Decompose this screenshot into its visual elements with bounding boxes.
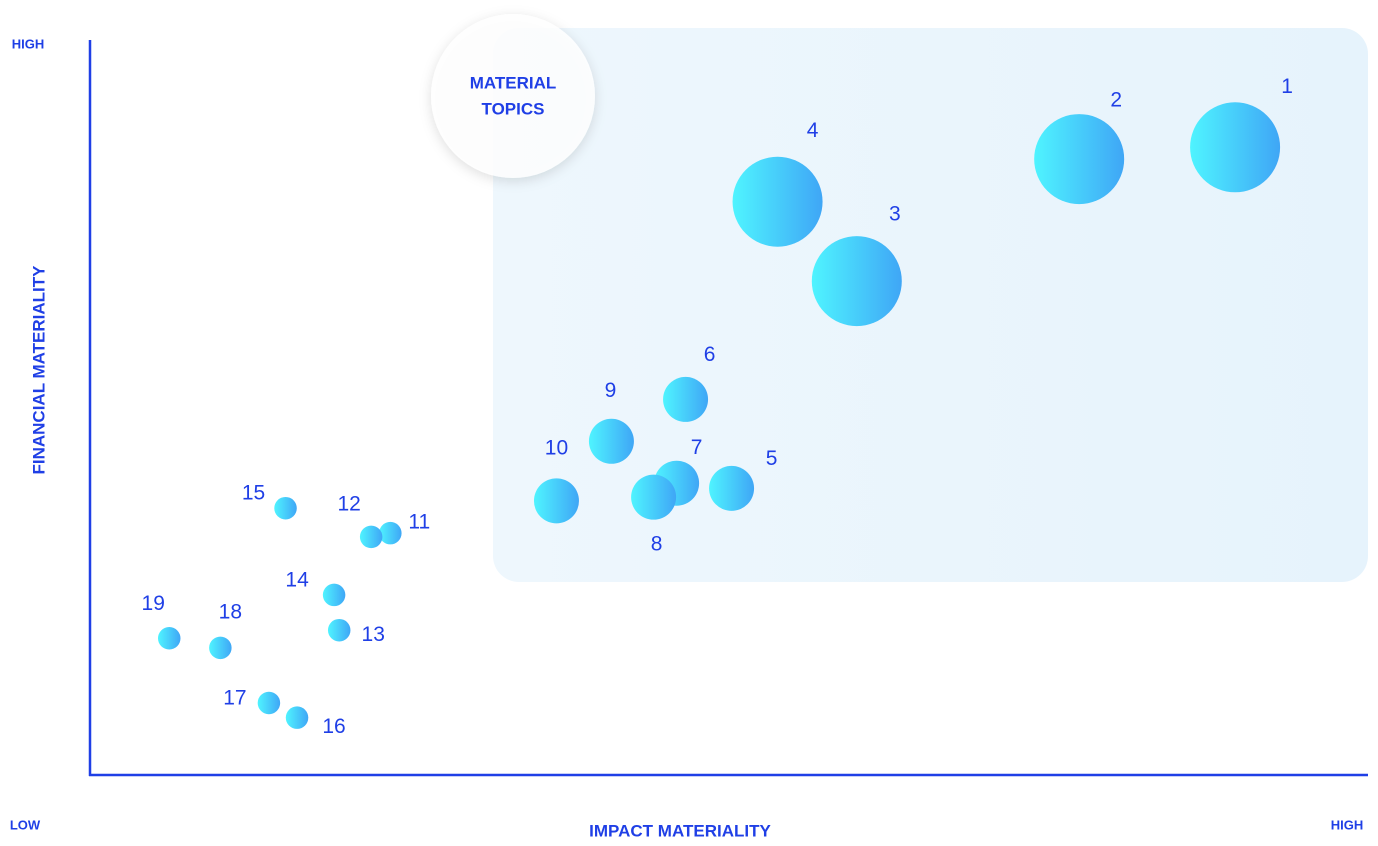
bubble-label: 11 (408, 511, 430, 534)
bubble (1034, 114, 1125, 205)
bubble-label: 18 (219, 600, 242, 623)
annotation-text: MATERIAL (470, 73, 557, 92)
bubble-label: 6 (704, 343, 716, 366)
x-axis-label: IMPACT MATERIALITY (589, 821, 771, 840)
x-low-label: LOW (10, 817, 41, 832)
bubble (257, 691, 281, 715)
bubble-label: 13 (362, 623, 385, 646)
bubble (732, 156, 823, 247)
bubble-label: 8 (651, 533, 663, 556)
bubble-label: 5 (766, 447, 778, 470)
bubble-label: 12 (337, 492, 360, 515)
bubble-label: 17 (223, 687, 246, 710)
bubble-label: 1 (1281, 75, 1293, 98)
bubble-label: 14 (285, 568, 309, 591)
x-high-label: HIGH (1331, 817, 1364, 832)
bubble (709, 465, 755, 511)
bubble-label: 3 (889, 203, 901, 226)
bubble-label: 15 (242, 482, 265, 505)
bubble (322, 583, 346, 607)
bubble-label: 2 (1110, 89, 1122, 112)
bubble (209, 636, 232, 660)
bubble (588, 418, 634, 464)
bubble-label: 19 (142, 592, 165, 615)
bubble-label: 9 (605, 379, 617, 402)
bubble (274, 496, 297, 520)
bubble (533, 478, 579, 524)
bubble (285, 706, 309, 729)
bubble (663, 376, 709, 422)
y-high-label: HIGH (12, 36, 45, 51)
bubble (631, 474, 677, 520)
bubble (1190, 102, 1281, 193)
bubble (379, 521, 402, 545)
bubble-label: 7 (691, 436, 703, 459)
bubble (359, 525, 383, 549)
bubble (811, 236, 902, 327)
bubble-label: 16 (322, 715, 345, 738)
material-zone (493, 28, 1368, 582)
y-axis-label: FINANCIAL MATERIALITY (29, 265, 48, 475)
annotation: MATERIAL TOPICS (431, 14, 595, 178)
annotation-text: TOPICS (482, 99, 545, 118)
bubble (327, 618, 351, 642)
annotation-circle (431, 14, 595, 178)
bubble-label: 4 (807, 119, 819, 142)
bubble (157, 627, 181, 650)
bubble-label: 10 (545, 436, 568, 459)
